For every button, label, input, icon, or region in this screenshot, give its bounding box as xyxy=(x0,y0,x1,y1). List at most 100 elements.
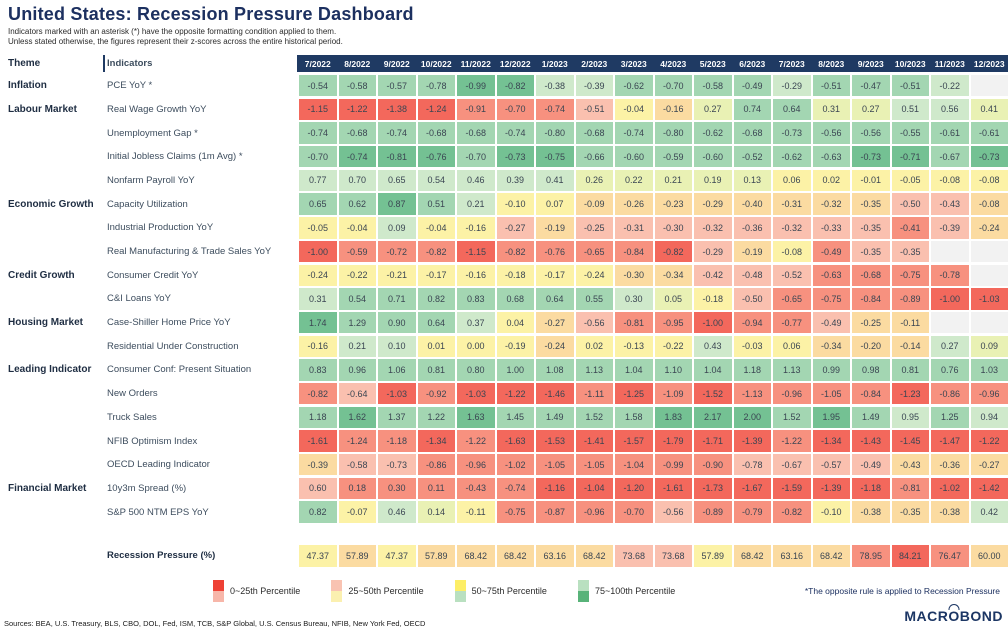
heatmap-cell: -0.59 xyxy=(338,240,376,263)
sources-text: Sources: BEA, U.S. Treasury, BLS, CBO, D… xyxy=(4,619,426,628)
heatmap-cell xyxy=(970,75,1008,97)
heatmap-cell: -0.89 xyxy=(694,501,732,523)
heatmap-cell: -0.39 xyxy=(299,454,337,476)
heatmap-cell: -1.02 xyxy=(931,477,969,500)
heatmap-cell: -0.74 xyxy=(496,477,534,500)
heatmap-cell: -1.61 xyxy=(654,477,692,500)
legend-chip xyxy=(331,580,343,591)
heatmap-cell: 0.65 xyxy=(378,169,416,192)
indicator-label: Case-Shiller Home Price YoY xyxy=(105,311,297,334)
heatmap-cell: -0.80 xyxy=(536,122,574,144)
heatmap-cell: -0.56 xyxy=(852,122,890,144)
heatmap-cell: 1.10 xyxy=(654,359,692,381)
heatmap-cell: -0.04 xyxy=(338,217,376,239)
page-title: United States: Recession Pressure Dashbo… xyxy=(8,4,414,24)
heatmap-cell: -0.96 xyxy=(457,454,495,476)
heatmap-cell: -0.58 xyxy=(694,75,732,97)
heatmap-cell: -0.43 xyxy=(457,477,495,500)
heatmap-cell: -0.77 xyxy=(773,311,811,334)
heatmap-cell: -0.62 xyxy=(773,146,811,168)
heatmap-cell: -0.87 xyxy=(536,501,574,523)
theme-label xyxy=(0,501,103,523)
heatmap-cell: -0.19 xyxy=(496,335,534,357)
heatmap-cell: -0.81 xyxy=(615,311,653,334)
heatmap-cell: -0.74 xyxy=(536,98,574,121)
legend-color-chips xyxy=(577,580,589,602)
heatmap-cell: -0.38 xyxy=(931,501,969,523)
legend-chip xyxy=(454,580,466,591)
heatmap-cell: -1.71 xyxy=(694,430,732,452)
heatmap-cell: 0.30 xyxy=(615,288,653,310)
heatmap-cell: -0.61 xyxy=(970,122,1008,144)
heatmap-cell: -0.82 xyxy=(299,382,337,405)
indicator-label: Initial Jobless Claims (1m Avg) * xyxy=(105,146,297,168)
heatmap-cell: -0.71 xyxy=(891,146,929,168)
table-row: Economic Growth Capacity Utilization 0.65 0… xyxy=(0,193,1008,215)
theme-label: Labour Market xyxy=(0,98,103,121)
heatmap-cell: 0.83 xyxy=(457,288,495,310)
heatmap-cell: -0.75 xyxy=(536,146,574,168)
heatmap-cell: -1.05 xyxy=(575,454,613,476)
heatmap-cell: -0.04 xyxy=(615,98,653,121)
heatmap-cell: 1.04 xyxy=(694,359,732,381)
theme-label: Housing Market xyxy=(0,311,103,334)
heatmap-cell: -0.81 xyxy=(378,146,416,168)
heatmap-cell: -0.54 xyxy=(299,75,337,97)
heatmap-cell: 1.45 xyxy=(496,406,534,429)
heatmap-cell: 1.62 xyxy=(338,406,376,429)
heatmap-cell: -0.64 xyxy=(338,382,376,405)
heatmap-cell: -1.04 xyxy=(615,454,653,476)
heatmap-cell: -0.43 xyxy=(931,193,969,215)
heatmap-cell: -0.82 xyxy=(773,501,811,523)
heatmap-cell: 0.41 xyxy=(970,98,1008,121)
heatmap-cell: -0.26 xyxy=(615,193,653,215)
heatmap-cell: 0.10 xyxy=(378,335,416,357)
heatmap-cell: -0.22 xyxy=(931,75,969,97)
heatmap-cell: -0.70 xyxy=(615,501,653,523)
heatmap-cell: 0.26 xyxy=(575,169,613,192)
heatmap-cell: 0.18 xyxy=(338,477,376,500)
heatmap-cell: 2.00 xyxy=(733,406,771,429)
heatmap-cell: -1.23 xyxy=(891,382,929,405)
heatmap-cell: 0.65 xyxy=(299,193,337,215)
heatmap-cell: 0.05 xyxy=(654,288,692,310)
heatmap-cell: 68.42 xyxy=(733,544,771,567)
heatmap-cell: -0.16 xyxy=(654,98,692,121)
heatmap-cell: -0.70 xyxy=(654,75,692,97)
heatmap-cell: -1.67 xyxy=(733,477,771,500)
heatmap-cell: -0.65 xyxy=(773,288,811,310)
table-row: Inflation PCE YoY * -0.54 -0.58 -0.57 -0.78 -0… xyxy=(0,75,1008,97)
heatmap-cell: -0.41 xyxy=(891,217,929,239)
heatmap-cell: 1.00 xyxy=(496,359,534,381)
heatmap-cell: -0.08 xyxy=(931,169,969,192)
heatmap-cell: 0.27 xyxy=(852,98,890,121)
heatmap-cell: -0.51 xyxy=(812,75,850,97)
heatmap-cell: 0.01 xyxy=(417,335,455,357)
subtitle-line-2: Unless stated otherwise, the figures rep… xyxy=(8,37,343,46)
heatmap-cell: -0.52 xyxy=(773,264,811,286)
theme-label: Credit Growth xyxy=(0,264,103,286)
heatmap-cell: 0.27 xyxy=(931,335,969,357)
indicator-label: Real Manufacturing & Trade Sales YoY xyxy=(105,240,297,263)
heatmap-cell: -0.16 xyxy=(457,217,495,239)
heatmap-cell: 0.42 xyxy=(970,501,1008,523)
heatmap-cell: -1.25 xyxy=(615,382,653,405)
heatmap-cell: -0.58 xyxy=(338,454,376,476)
heatmap-cell: -0.92 xyxy=(417,382,455,405)
heatmap-cell: -0.25 xyxy=(852,311,890,334)
heatmap-cell: 0.71 xyxy=(378,288,416,310)
heatmap-cell: 0.09 xyxy=(378,217,416,239)
heatmap-cell: -0.96 xyxy=(773,382,811,405)
heatmap-cell: -1.22 xyxy=(457,430,495,452)
heatmap-cell: 57.89 xyxy=(417,544,455,567)
heatmap-cell: -1.03 xyxy=(970,288,1008,310)
heatmap-cell: 60.00 xyxy=(970,544,1008,567)
heatmap-cell: -0.16 xyxy=(299,335,337,357)
heatmap-cell: -0.84 xyxy=(852,288,890,310)
heatmap-cell: -0.84 xyxy=(615,240,653,263)
heatmap-cell: -0.65 xyxy=(575,240,613,263)
header-theme: Theme xyxy=(0,55,103,72)
heatmap-cell: -0.33 xyxy=(812,217,850,239)
heatmap-cell: -1.34 xyxy=(812,430,850,452)
heatmap-cell: -0.74 xyxy=(338,146,376,168)
